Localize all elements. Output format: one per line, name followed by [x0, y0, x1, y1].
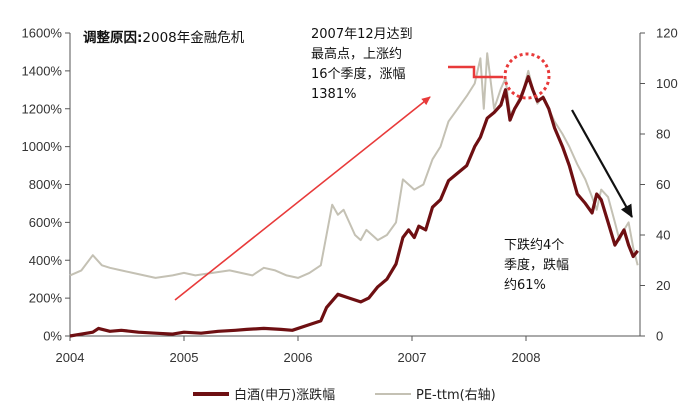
series-line-baijiu — [69, 74, 639, 338]
right-tick-label: 100 — [656, 76, 678, 91]
x-tick-label: 2005 — [170, 350, 199, 365]
left-tick-labels: 0% 200% 400% 600% 800% 1000% 1200% 1400% 1600% — [22, 26, 70, 344]
x-tick-label: 2007 — [398, 350, 427, 365]
chart-title-subject: 2008年金融危机 — [142, 30, 244, 46]
series-layer — [69, 52, 639, 338]
left-tick-label: 1200% — [22, 101, 63, 116]
down-trend-arrow — [571, 109, 633, 218]
peak-annotation-line-4: 1381% — [311, 87, 356, 102]
peak-annotation-line-3: 16个季度，涨幅 — [311, 66, 406, 82]
x-tick-label: 2004 — [56, 350, 85, 365]
chart-title-prefix: 调整原因: — [83, 29, 142, 46]
left-tick-label: 1400% — [22, 63, 63, 78]
right-tick-label: 120 — [656, 26, 678, 41]
peak-annotation-line-2: 最高点，上涨约 — [311, 46, 402, 62]
left-tick-label: 1600% — [22, 26, 63, 41]
peak-annotation-line-1: 2007年12月达到 — [311, 27, 413, 42]
peak-circle-marker — [503, 52, 551, 100]
decline-annotation-line-3: 约61% — [504, 278, 546, 293]
right-tick-label: 60 — [656, 177, 670, 192]
series-line-pe — [69, 52, 639, 279]
right-tick-label: 0 — [656, 329, 663, 344]
legend: 白酒(申万)涨跌幅 PE-ttm(右轴) — [193, 387, 496, 403]
left-tick-label: 400% — [29, 253, 63, 268]
left-tick-label: 0% — [43, 329, 62, 344]
decline-annotation-line-1: 下跌约4个 — [504, 237, 564, 253]
peak-pointer — [448, 65, 503, 79]
decorations — [174, 52, 633, 301]
up-trend-arrow — [174, 96, 431, 301]
right-tick-label: 80 — [656, 127, 670, 142]
x-tick-label: 2006 — [284, 350, 313, 365]
peak-annotation: 2007年12月达到 最高点，上涨约 16个季度，涨幅 1381% — [311, 27, 413, 102]
right-tick-label: 20 — [656, 278, 670, 293]
left-tick-label: 600% — [29, 215, 63, 230]
decline-annotation: 下跌约4个 季度，跌幅 约61% — [504, 237, 569, 293]
x-tick-label: 2008 — [512, 350, 541, 365]
legend-label-pe: PE-ttm(右轴) — [416, 388, 496, 403]
left-tick-label: 1000% — [22, 139, 63, 154]
chart-title: 调整原因:2008年金融危机 — [83, 29, 245, 46]
decline-annotation-line-2: 季度，跌幅 — [504, 257, 569, 273]
x-tick-labels: 2004 2005 2006 2007 2008 — [56, 336, 541, 365]
right-tick-label: 40 — [656, 228, 670, 243]
right-tick-labels: 0 20 40 60 80 100 120 — [640, 26, 678, 344]
legend-label-baijiu: 白酒(申万)涨跌幅 — [234, 387, 335, 403]
left-tick-label: 800% — [29, 177, 63, 192]
left-tick-label: 200% — [29, 291, 63, 306]
